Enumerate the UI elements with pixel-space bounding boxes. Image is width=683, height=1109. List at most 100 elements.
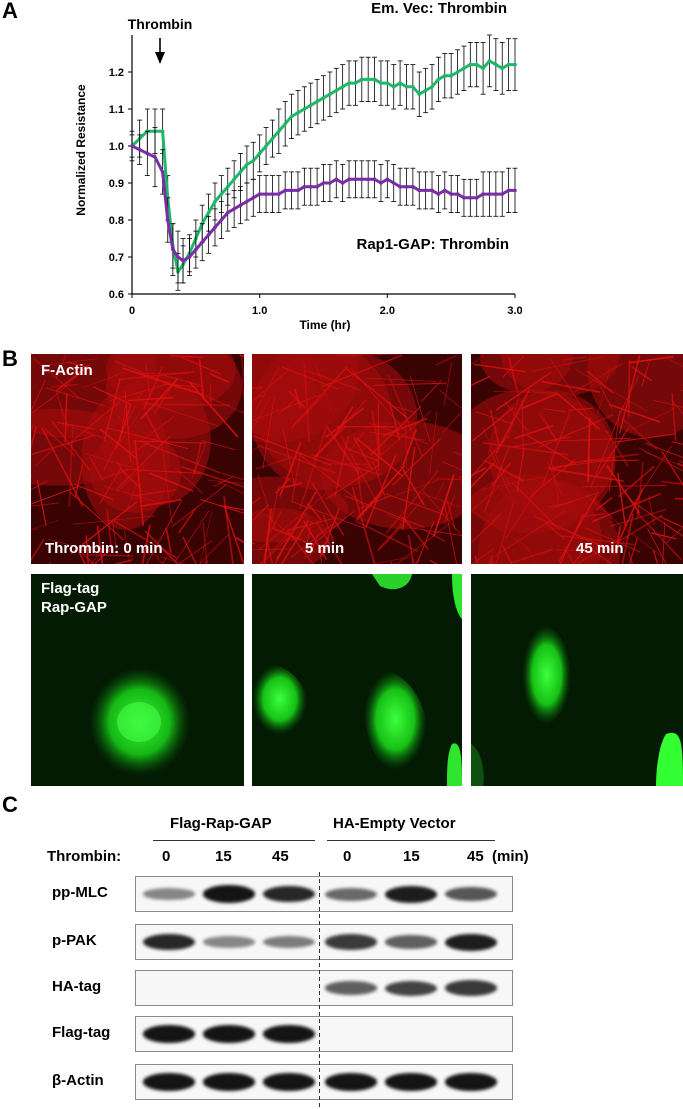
data-point <box>455 70 460 74</box>
x-tick-label: 3.0 <box>507 305 522 317</box>
series-label-rap1-gap: Rap1-GAP: Thrombin <box>357 236 510 253</box>
green-cells-5min <box>252 574 462 786</box>
lane-label-2: 15 <box>215 848 232 865</box>
data-point <box>391 181 396 185</box>
group-underline-2 <box>327 840 495 841</box>
data-point <box>283 188 288 193</box>
data-point <box>494 192 498 196</box>
blot-row-label: p-PAK <box>52 932 97 949</box>
data-point <box>340 181 345 185</box>
blot-band <box>385 935 437 949</box>
data-point <box>385 177 390 182</box>
data-point <box>385 81 390 85</box>
data-point <box>160 170 165 174</box>
data-point <box>315 184 319 189</box>
data-point <box>296 110 300 115</box>
data-point <box>398 81 402 85</box>
data-point <box>176 255 180 259</box>
actin-fibers-45min <box>471 354 683 564</box>
data-point <box>347 177 351 182</box>
y-tick-label: 0.6 <box>109 289 124 301</box>
data-point <box>232 207 236 211</box>
data-point <box>462 66 466 71</box>
data-point <box>430 85 434 89</box>
y-tick-label: 1.0 <box>109 141 124 153</box>
panel-a-letter: A <box>2 0 18 23</box>
data-point <box>232 177 236 182</box>
data-point <box>328 181 332 185</box>
blot-row-label: Flag-tag <box>52 1024 111 1041</box>
blot-band <box>263 1025 315 1043</box>
lane-label-5: 15 <box>403 848 420 865</box>
data-point <box>219 218 224 222</box>
data-point <box>506 188 511 193</box>
data-point <box>270 192 275 196</box>
blot-band <box>325 934 377 950</box>
data-point <box>404 184 409 189</box>
resistance-line-chart: 0.6 0.7 0.8 0.9 1.0 1.1 1.2 0 1.0 2.0 3.0 Time (hr… <box>74 0 523 332</box>
actin-fibers-5min <box>252 354 462 564</box>
lane-label-3: 45 <box>272 848 289 865</box>
panel-b-letter: B <box>2 346 18 371</box>
blot-band <box>203 936 255 948</box>
data-point <box>245 199 249 204</box>
data-point <box>347 81 351 85</box>
flag-tag-image-0min: Flag-tag Rap-GAP <box>31 574 244 786</box>
data-point <box>225 184 230 189</box>
data-point <box>417 92 422 96</box>
lane-label-4: 0 <box>343 848 352 865</box>
data-point <box>277 192 281 196</box>
thrombin-arrow-icon <box>155 38 165 64</box>
data-point <box>442 73 447 78</box>
data-point <box>165 218 170 222</box>
data-point <box>494 62 498 67</box>
series-rap1-gap <box>129 127 518 284</box>
data-point <box>506 62 511 67</box>
data-point <box>442 188 447 193</box>
data-point <box>379 181 383 185</box>
data-point <box>181 258 185 263</box>
data-point <box>238 170 243 174</box>
blot-band <box>263 1073 315 1091</box>
data-point <box>379 81 383 85</box>
thrombin-row-label: Thrombin: <box>47 848 122 865</box>
blot-strip <box>135 1016 513 1052</box>
y-tick-label: 0.9 <box>109 178 124 190</box>
data-point <box>353 177 358 182</box>
data-point <box>487 192 492 196</box>
data-point <box>436 77 441 82</box>
data-point <box>206 210 211 215</box>
data-point <box>404 85 409 89</box>
data-point <box>449 192 453 196</box>
data-point <box>213 199 217 204</box>
data-point <box>417 188 422 193</box>
data-point <box>289 188 294 193</box>
data-point <box>289 114 294 119</box>
data-point <box>423 88 428 93</box>
data-point <box>372 177 377 182</box>
data-point <box>449 73 453 78</box>
blot-band <box>143 1073 195 1091</box>
data-point <box>360 177 364 182</box>
thrombin-5min-label: 5 min <box>305 540 345 557</box>
chart-series <box>129 34 518 291</box>
data-point <box>213 225 217 230</box>
data-point <box>411 184 415 189</box>
data-point <box>411 85 415 89</box>
data-point <box>137 147 142 152</box>
group-label-ha-empty-vector: HA-Empty Vector <box>333 815 456 832</box>
data-point <box>372 77 377 82</box>
blot-band <box>445 980 497 996</box>
blot-row-label: HA-tag <box>52 978 102 995</box>
blot-band <box>445 933 497 951</box>
flag-tag-image-45min <box>471 574 683 786</box>
blot-band <box>385 980 437 996</box>
data-point <box>474 196 479 200</box>
data-point <box>296 188 300 193</box>
thrombin-0min-label: Thrombin: 0 min <box>45 540 163 557</box>
data-point <box>366 177 370 182</box>
data-point <box>366 77 370 82</box>
data-point <box>487 59 492 63</box>
blot-band <box>445 887 497 901</box>
data-point <box>264 144 268 148</box>
